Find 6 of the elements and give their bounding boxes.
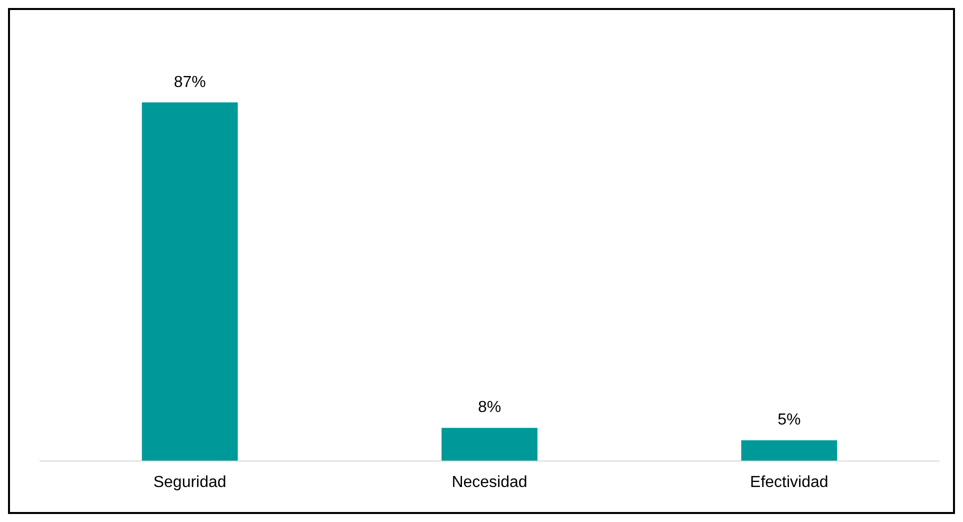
x-tick-label: Necesidad (452, 474, 528, 491)
x-tick-label: Efectividad (750, 474, 828, 491)
data-label: 87% (174, 74, 206, 91)
data-label: 5% (778, 412, 801, 429)
data-label: 8% (478, 399, 502, 416)
x-tick-label: Seguridad (153, 474, 226, 491)
